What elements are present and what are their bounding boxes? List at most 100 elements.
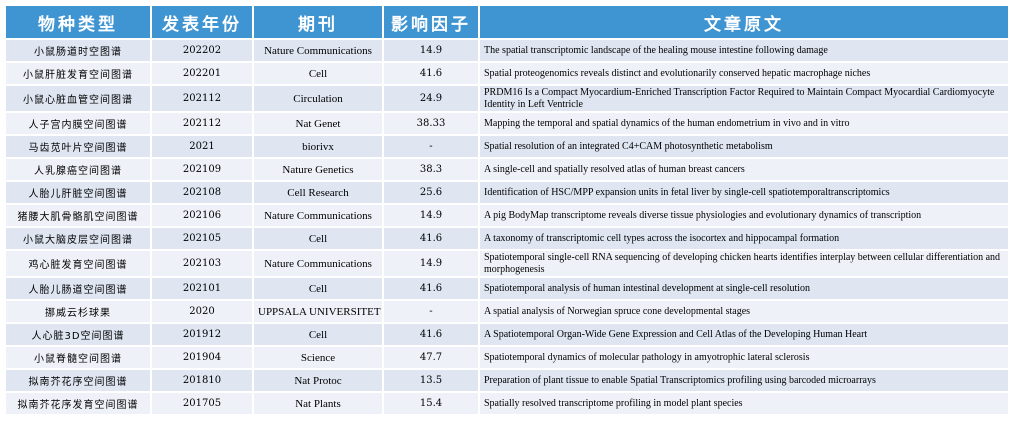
year-cell: 202201 [152,63,252,84]
year-cell: 201810 [152,370,252,391]
journal-cell: Nat Plants [254,393,382,414]
impact-factor-cell: 38.3 [384,159,478,180]
header-journal: 期刊 [254,6,382,38]
article-cell: A pig BodyMap transcriptome reveals dive… [480,205,1008,226]
article-cell: A single-cell and spatially resolved atl… [480,159,1008,180]
publication-table: 物种类型 发表年份 期刊 影响因子 文章原文 小鼠肠道时空图谱 202202 Nat… [4,4,1010,416]
impact-factor-cell: 41.6 [384,228,478,249]
impact-factor-cell: - [384,136,478,157]
table-row: 小鼠脊髓空间图谱 201904 Science 47.7 Spatiotemporal … [6,347,1008,368]
header-species: 物种类型 [6,6,150,38]
journal-cell: Science [254,347,382,368]
table-row: 猪腰大肌骨骼肌空间图谱 202106 Nature Communications 14… [6,205,1008,226]
article-cell: PRDM16 Is a Compact Myocardium-Enriched … [480,86,1008,111]
species-cell: 拟南芥花序空间图谱 [6,370,150,391]
year-cell: 201912 [152,324,252,345]
article-cell: Spatial resolution of an integrated C4+C… [480,136,1008,157]
impact-factor-cell: 14.9 [384,205,478,226]
species-cell: 人胎儿肠道空间图谱 [6,278,150,299]
species-cell: 人子宫内膜空间图谱 [6,113,150,134]
journal-cell: Nature Genetics [254,159,382,180]
article-cell: Spatiotemporal dynamics of molecular pat… [480,347,1008,368]
article-cell: A spatial analysis of Norwegian spruce c… [480,301,1008,322]
impact-factor-cell: 41.6 [384,63,478,84]
year-cell: 202109 [152,159,252,180]
article-cell: Spatiotemporal single-cell RNA sequencin… [480,251,1008,276]
table-row: 小鼠肠道时空图谱 202202 Nature Communications 14.9 T… [6,40,1008,61]
species-cell: 小鼠脊髓空间图谱 [6,347,150,368]
journal-cell: Nature Communications [254,251,382,276]
species-cell: 人胎儿肝脏空间图谱 [6,182,150,203]
article-cell: Spatially resolved transcriptome profili… [480,393,1008,414]
impact-factor-cell: 24.9 [384,86,478,111]
impact-factor-cell: 14.9 [384,251,478,276]
journal-cell: Nat Protoc [254,370,382,391]
species-cell: 拟南芥花序发育空间图谱 [6,393,150,414]
table-row: 人胎儿肝脏空间图谱 202108 Cell Research 25.6 Identifi… [6,182,1008,203]
impact-factor-cell: 41.6 [384,278,478,299]
article-cell: A taxonomy of transcriptomic cell types … [480,228,1008,249]
species-cell: 小鼠肠道时空图谱 [6,40,150,61]
species-cell: 马齿苋叶片空间图谱 [6,136,150,157]
species-cell: 挪威云杉球果 [6,301,150,322]
article-cell: Spatiotemporal analysis of human intesti… [480,278,1008,299]
journal-cell: UPPSALA UNIVERSITET [254,301,382,322]
impact-factor-cell: 13.5 [384,370,478,391]
article-cell: A Spatiotemporal Organ-Wide Gene Express… [480,324,1008,345]
species-cell: 小鼠肝脏发育空间图谱 [6,63,150,84]
year-cell: 202105 [152,228,252,249]
journal-cell: Cell [254,63,382,84]
impact-factor-cell: 41.6 [384,324,478,345]
article-cell: The spatial transcriptomic landscape of … [480,40,1008,61]
journal-cell: Nat Genet [254,113,382,134]
year-cell: 201705 [152,393,252,414]
impact-factor-cell: 14.9 [384,40,478,61]
table-row: 人心脏3D空间图谱 201912 Cell 41.6 A Spatiotemporal … [6,324,1008,345]
species-cell: 小鼠大脑皮层空间图谱 [6,228,150,249]
year-cell: 202112 [152,113,252,134]
species-cell: 猪腰大肌骨骼肌空间图谱 [6,205,150,226]
article-cell: Preparation of plant tissue to enable Sp… [480,370,1008,391]
journal-cell: Nature Communications [254,40,382,61]
impact-factor-cell: - [384,301,478,322]
table-row: 人乳腺癌空间图谱 202109 Nature Genetics 38.3 A singl… [6,159,1008,180]
species-cell: 人心脏3D空间图谱 [6,324,150,345]
impact-factor-cell: 25.6 [384,182,478,203]
table-row: 马齿苋叶片空间图谱 2021 biorivx - Spatial resolution … [6,136,1008,157]
table-row: 小鼠大脑皮层空间图谱 202105 Cell 41.6 A taxonomy of tr… [6,228,1008,249]
table-row: 人胎儿肠道空间图谱 202101 Cell 41.6 Spatiotemporal an… [6,278,1008,299]
table-row: 鸡心脏发育空间图谱 202103 Nature Communications 14.9… [6,251,1008,276]
journal-cell: Cell [254,324,382,345]
table-row: 小鼠心脏血管空间图谱 202112 Circulation 24.9 PRDM16 Is… [6,86,1008,111]
journal-cell: biorivx [254,136,382,157]
table-row: 拟南芥花序空间图谱 201810 Nat Protoc 13.5 Preparation… [6,370,1008,391]
impact-factor-cell: 15.4 [384,393,478,414]
year-cell: 202202 [152,40,252,61]
year-cell: 202108 [152,182,252,203]
year-cell: 2020 [152,301,252,322]
table-row: 挪威云杉球果 2020 UPPSALA UNIVERSITET - A spatial … [6,301,1008,322]
table-row: 拟南芥花序发育空间图谱 201705 Nat Plants 15.4 Spatially… [6,393,1008,414]
table-row: 小鼠肝脏发育空间图谱 202201 Cell 41.6 Spatial proteoge… [6,63,1008,84]
journal-cell: Cell Research [254,182,382,203]
species-cell: 人乳腺癌空间图谱 [6,159,150,180]
year-cell: 202106 [152,205,252,226]
year-cell: 202101 [152,278,252,299]
year-cell: 202103 [152,251,252,276]
journal-cell: Cell [254,278,382,299]
header-row: 物种类型 发表年份 期刊 影响因子 文章原文 [6,6,1008,38]
table-row: 人子宫内膜空间图谱 202112 Nat Genet 38.33 Mapping the… [6,113,1008,134]
species-cell: 鸡心脏发育空间图谱 [6,251,150,276]
impact-factor-cell: 38.33 [384,113,478,134]
journal-cell: Nature Communications [254,205,382,226]
species-cell: 小鼠心脏血管空间图谱 [6,86,150,111]
article-cell: Identification of HSC/MPP expansion unit… [480,182,1008,203]
year-cell: 202112 [152,86,252,111]
header-impact-factor: 影响因子 [384,6,478,38]
year-cell: 2021 [152,136,252,157]
journal-cell: Cell [254,228,382,249]
impact-factor-cell: 47.7 [384,347,478,368]
year-cell: 201904 [152,347,252,368]
header-year: 发表年份 [152,6,252,38]
header-article: 文章原文 [480,6,1008,38]
